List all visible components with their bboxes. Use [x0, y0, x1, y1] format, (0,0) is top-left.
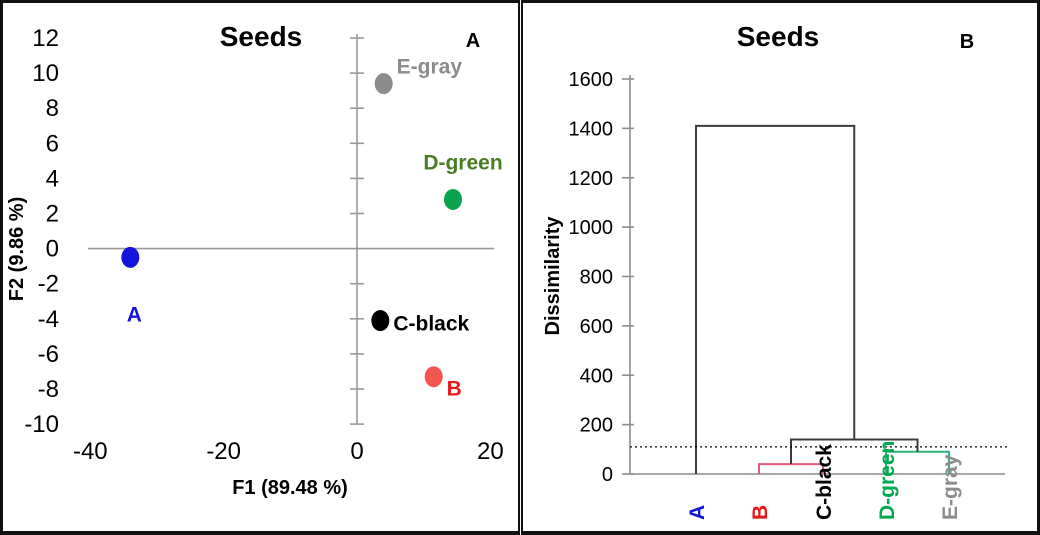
- leaf-label-D-green: D-green: [876, 441, 899, 520]
- y-tick-label: 800: [580, 267, 613, 289]
- panel-b-dendrogram: Seeds B 0 200 400 600 800 1000 1200 1400 1600 Dissi…: [521, 0, 1040, 535]
- y-axis-title: Dissimilarity: [542, 216, 564, 336]
- point-label-C-black: C-black: [393, 313, 469, 336]
- x-tick-label: 0: [350, 438, 363, 465]
- x-tick-label: 20: [477, 438, 504, 465]
- scatter-point-D-green: [444, 188, 463, 210]
- dendrogram-chart: Seeds B 0 200 400 600 800 1000 1200 1400 1600 Dissi…: [542, 21, 1008, 520]
- panel-a-title: Seeds: [220, 21, 303, 52]
- scatter-point-B: [424, 366, 443, 388]
- y-tick-label: 2: [46, 201, 59, 228]
- x-axis-title: F1 (89.48 %): [232, 477, 348, 499]
- point-label-B: B: [447, 378, 462, 401]
- panel-b-title: Seeds: [737, 21, 820, 52]
- y-tick-label: -4: [38, 306, 59, 333]
- leaf-label-C-black: C-black: [813, 444, 836, 520]
- point-label-D-green: D-green: [423, 151, 502, 174]
- panel-a-pca-scatter: Seeds A 12 10 8 6 4 2 0 -2 -4 -6 -8 -10 -40 -20 0 20 F1 (8…: [0, 0, 520, 535]
- panel-b-corner-label: B: [960, 31, 974, 53]
- x-tick-label: -20: [206, 438, 241, 465]
- y-tick-label: 400: [580, 365, 613, 387]
- x-tick-label: -40: [73, 438, 108, 465]
- y-tick-label: 200: [580, 415, 613, 437]
- y-tick-label: 1600: [569, 69, 614, 91]
- y-axis-title: F2 (9.86 %): [6, 197, 28, 301]
- y-tick-label: -2: [38, 271, 59, 298]
- dendrogram-link-m4: [695, 124, 856, 474]
- y-tick-label: 10: [32, 60, 59, 87]
- scatter-point-E-gray: [374, 73, 393, 95]
- y-tick-label: -8: [38, 376, 59, 403]
- y-tick-label: 6: [46, 130, 59, 157]
- y-tick-label: 1400: [569, 118, 614, 140]
- scatter-point-C-black: [371, 310, 390, 332]
- y-tick-label: 8: [46, 95, 59, 122]
- y-tick-label: 0: [602, 464, 613, 486]
- y-tick-label: -10: [24, 411, 59, 438]
- leaf-label-B: B: [749, 505, 772, 520]
- leaf-label-E-gray: E-gray: [939, 454, 962, 520]
- y-tick-label: 1200: [569, 168, 614, 190]
- y-tick-label: 0: [46, 236, 59, 263]
- point-label-A: A: [127, 303, 142, 326]
- panel-a-corner-label: A: [466, 30, 480, 52]
- y-tick-label: -6: [38, 341, 59, 368]
- y-tick-label: 1000: [569, 217, 614, 239]
- point-label-E-gray: E-gray: [397, 56, 463, 79]
- y-tick-label: 4: [46, 165, 59, 192]
- y-tick-label: 12: [32, 25, 59, 52]
- leaf-label-A: A: [686, 505, 709, 520]
- y-tick-label: 600: [580, 316, 613, 338]
- scatter-point-A: [121, 246, 140, 268]
